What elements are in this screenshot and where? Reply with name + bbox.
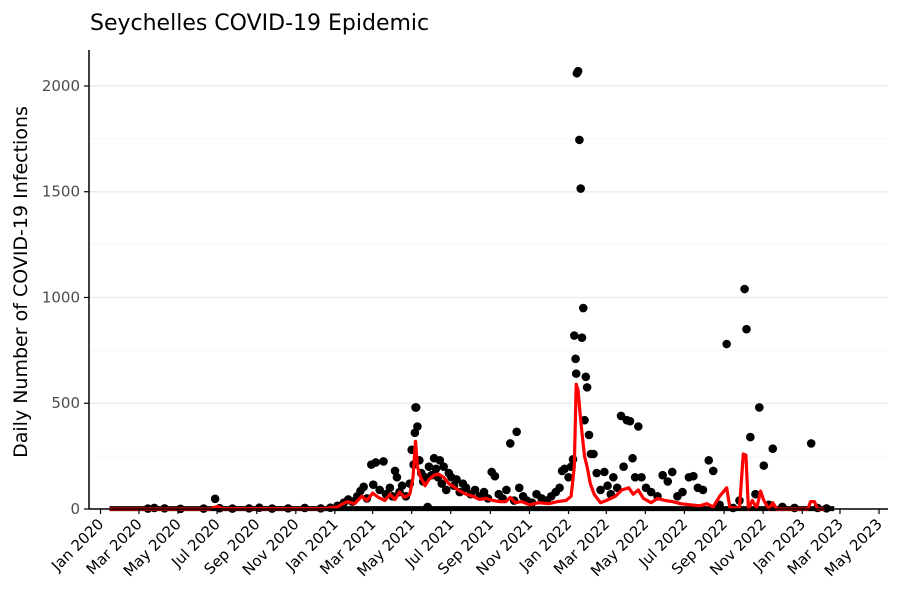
data-point <box>413 422 422 431</box>
data-point <box>603 481 612 491</box>
data-point <box>371 458 381 467</box>
data-point <box>708 466 718 476</box>
data-point <box>658 470 667 480</box>
data-point <box>571 354 580 364</box>
data-point <box>746 432 755 442</box>
data-point <box>564 472 573 482</box>
data-point <box>512 427 521 437</box>
data-point <box>385 483 395 493</box>
data-point <box>596 485 605 495</box>
y-tick-label: 1500 <box>42 183 80 201</box>
data-point <box>555 483 564 493</box>
data-point <box>619 462 628 471</box>
data-point <box>637 472 646 482</box>
data-point <box>368 480 378 489</box>
data-point <box>646 487 656 497</box>
data-point <box>663 477 673 486</box>
data-points <box>109 66 835 514</box>
data-point <box>581 372 591 382</box>
data-point <box>502 485 511 495</box>
data-point <box>589 449 598 459</box>
data-point <box>751 489 760 499</box>
data-point <box>704 456 714 465</box>
data-point <box>431 464 441 474</box>
data-point <box>569 331 579 340</box>
data-point <box>592 468 601 478</box>
data-point <box>628 453 637 463</box>
data-point <box>576 184 585 193</box>
data-point <box>437 479 447 488</box>
data-point <box>452 475 461 484</box>
data-point <box>630 472 640 482</box>
data-point <box>435 456 445 465</box>
data-point <box>578 303 588 313</box>
chart-title: Seychelles COVID-19 Epidemic <box>90 11 429 36</box>
grid-lines <box>89 85 888 457</box>
data-point <box>470 485 480 495</box>
data-point <box>210 494 220 504</box>
data-point <box>625 416 635 426</box>
axes <box>88 50 888 510</box>
data-point <box>573 66 583 76</box>
data-point <box>424 462 434 471</box>
data-point <box>806 439 816 448</box>
data-point <box>759 461 769 470</box>
data-point <box>514 483 524 493</box>
data-point <box>634 422 643 431</box>
data-point <box>609 472 618 482</box>
data-point <box>375 485 384 495</box>
moving-average-line <box>109 382 825 511</box>
y-tick-label: 500 <box>51 394 80 412</box>
data-point <box>505 439 515 448</box>
data-point <box>722 339 731 349</box>
data-point <box>397 481 407 491</box>
y-tick-label: 1000 <box>42 288 80 306</box>
data-point <box>577 333 587 342</box>
data-point <box>392 472 402 482</box>
y-tick-label: 2000 <box>42 77 80 95</box>
data-point <box>575 135 584 145</box>
data-point <box>461 483 471 493</box>
data-point <box>698 485 708 495</box>
data-point <box>600 467 609 477</box>
data-point <box>612 483 622 493</box>
data-point <box>359 482 368 492</box>
data-point <box>571 369 581 378</box>
data-point <box>490 471 500 481</box>
data-point <box>411 403 421 412</box>
data-point <box>742 324 751 334</box>
series-line <box>109 382 825 511</box>
data-point <box>479 487 489 497</box>
data-point <box>441 485 451 495</box>
data-point <box>689 471 698 481</box>
data-point <box>667 467 677 477</box>
data-point <box>768 444 778 454</box>
data-point <box>379 457 388 466</box>
data-point <box>439 462 448 471</box>
y-axis-label: Daily Number of COVID-19 Infections <box>10 106 32 458</box>
data-point <box>678 487 687 497</box>
data-point <box>755 403 764 412</box>
y-ticks: 0 500 1000 1500 2000 <box>42 77 89 518</box>
data-point <box>582 383 592 392</box>
data-point <box>584 430 594 440</box>
data-point <box>740 284 749 294</box>
y-tick-label: 0 <box>70 500 80 518</box>
